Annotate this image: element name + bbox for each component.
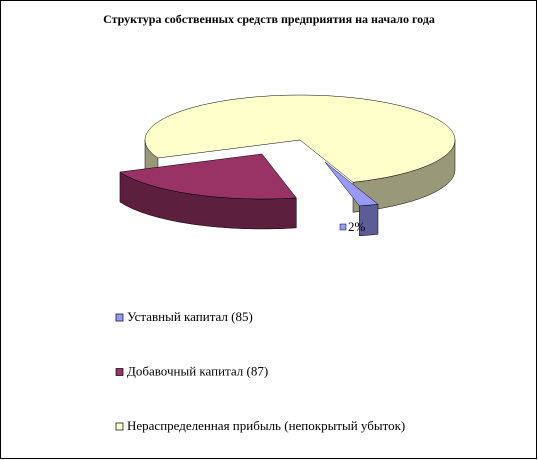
legend-swatch bbox=[115, 422, 124, 431]
chart-title: Структура собственных средств предприяти… bbox=[103, 12, 435, 26]
legend-swatch bbox=[115, 313, 124, 322]
slice bbox=[324, 161, 379, 207]
label-key bbox=[339, 223, 347, 231]
legend-label: Добавочный капитал (87) bbox=[127, 363, 268, 378]
slice bbox=[144, 94, 456, 183]
legend-swatch bbox=[115, 368, 124, 376]
legend-label: Уставный капитал (85) bbox=[127, 309, 253, 324]
legend-label: Нераспределенная прибыль (непокрытый убы… bbox=[127, 418, 405, 433]
slice bbox=[119, 153, 297, 200]
data-label: 2% bbox=[348, 219, 366, 234]
